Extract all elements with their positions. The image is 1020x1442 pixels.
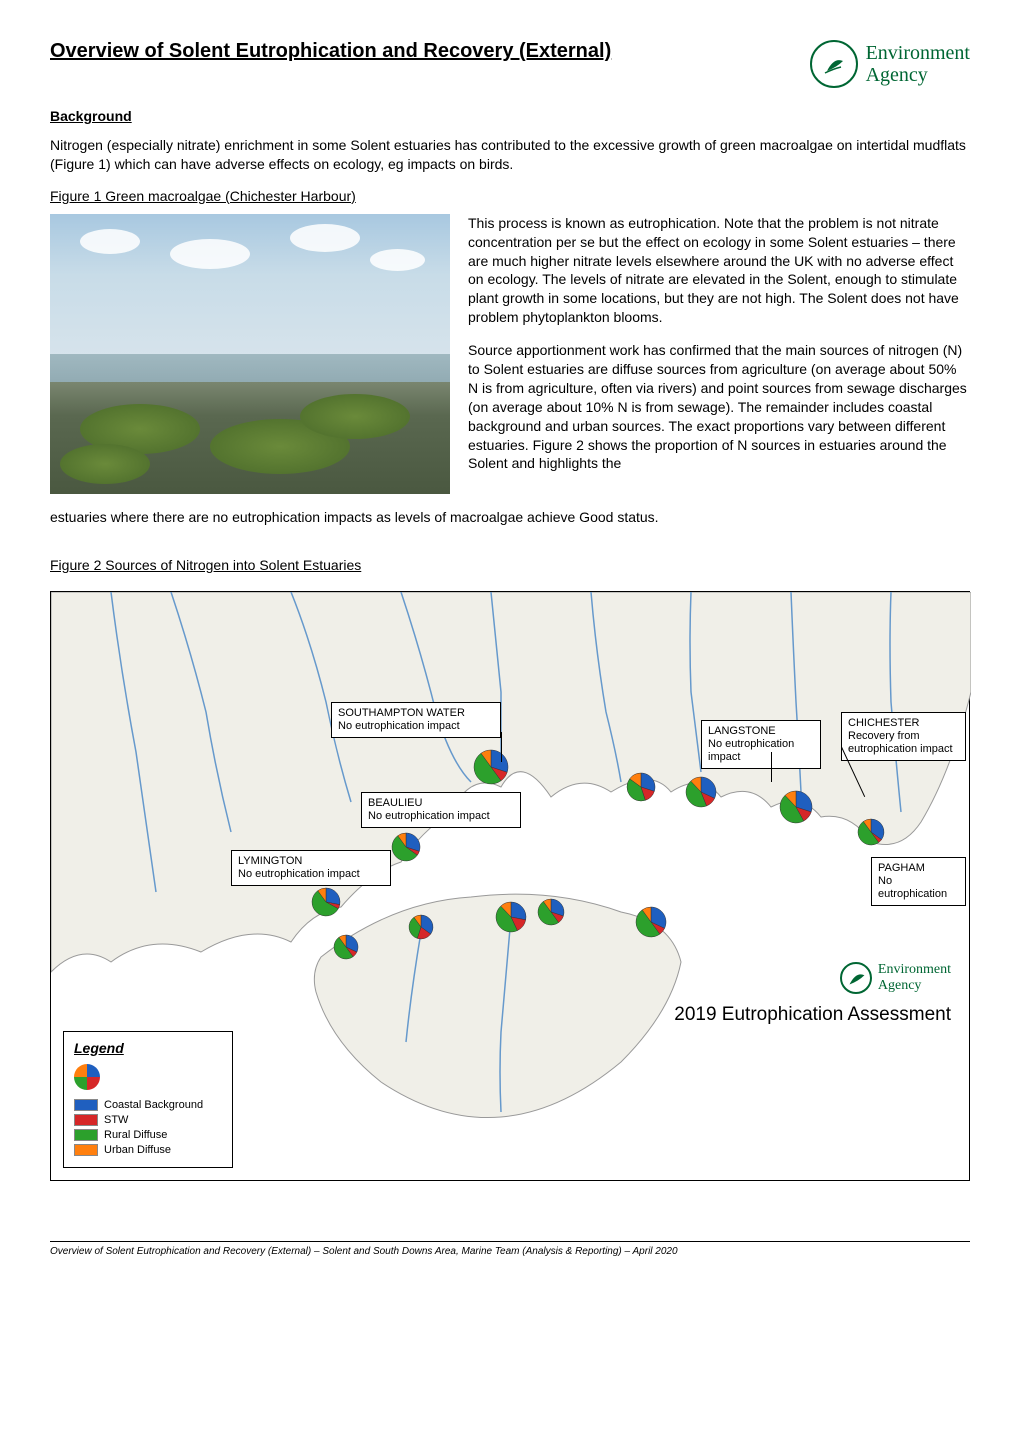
map-label: CHICHESTERRecovery from eutrophication i… bbox=[841, 712, 966, 762]
header-row: Overview of Solent Eutrophication and Re… bbox=[50, 40, 970, 88]
pie-wootton bbox=[537, 898, 565, 931]
legend-item: Coastal Background bbox=[74, 1099, 222, 1111]
background-heading: Background bbox=[50, 108, 970, 124]
legend-swatch bbox=[74, 1099, 98, 1111]
pie-southampton bbox=[473, 749, 509, 790]
legend-title: Legend bbox=[74, 1040, 222, 1056]
ea-logo-icon bbox=[810, 40, 858, 88]
figure1-continuation: estuaries where there are no eutrophicat… bbox=[50, 508, 970, 527]
legend-item: STW bbox=[74, 1114, 222, 1126]
legend-label: STW bbox=[104, 1114, 128, 1126]
ea-logo-line1: Environment bbox=[866, 42, 970, 64]
legend-swatch bbox=[74, 1114, 98, 1126]
pie-lymington bbox=[311, 887, 341, 922]
figure2-section: Figure 2 Sources of Nitrogen into Solent… bbox=[50, 557, 970, 1181]
footer-text: Overview of Solent Eutrophication and Re… bbox=[50, 1246, 678, 1257]
leader-line bbox=[771, 752, 772, 782]
map-label: SOUTHAMPTON WATERNo eutrophication impac… bbox=[331, 702, 501, 738]
figure1-para2: Source apportionment work has confirmed … bbox=[468, 341, 970, 473]
legend-items: Coastal Background STW Rural Diffuse Urban … bbox=[74, 1099, 222, 1156]
figure2-map-container: SOUTHAMPTON WATERNo eutrophication impac… bbox=[50, 591, 970, 1181]
figure2-caption: Figure 2 Sources of Nitrogen into Solent… bbox=[50, 557, 970, 573]
legend-pie-icon bbox=[74, 1064, 100, 1090]
map-label: LYMINGTONNo eutrophication impact bbox=[231, 850, 391, 886]
ea-logo-small-text: Environment Agency bbox=[878, 962, 951, 993]
legend-label: Rural Diffuse bbox=[104, 1129, 167, 1141]
background-intro: Nitrogen (especially nitrate) enrichment… bbox=[50, 136, 970, 174]
figure1-text-column: This process is known as eutrophication.… bbox=[468, 214, 970, 494]
legend-swatch bbox=[74, 1129, 98, 1141]
figure1-image bbox=[50, 214, 450, 494]
environment-agency-logo: Environment Agency bbox=[810, 40, 970, 88]
pie-bembridge bbox=[635, 906, 667, 943]
ea-logo-text: Environment Agency bbox=[866, 42, 970, 86]
legend-item: Urban Diffuse bbox=[74, 1144, 222, 1156]
pie-chichester bbox=[779, 790, 813, 829]
pie-beaulieu bbox=[391, 832, 421, 867]
legend-label: Coastal Background bbox=[104, 1099, 203, 1111]
footer: Overview of Solent Eutrophication and Re… bbox=[50, 1241, 970, 1257]
ea-logo-small-icon bbox=[840, 962, 872, 994]
legend-swatch bbox=[74, 1144, 98, 1156]
map-label: BEAULIEUNo eutrophication impact bbox=[361, 792, 521, 828]
page-title: Overview of Solent Eutrophication and Re… bbox=[50, 40, 611, 63]
map-label: LANGSTONENo eutrophication impact bbox=[701, 720, 821, 770]
ea-logo-line2: Agency bbox=[866, 64, 970, 86]
map-label: PAGHAMNo eutrophication bbox=[871, 857, 966, 907]
pie-pagham bbox=[857, 818, 885, 851]
pie-portsmouth1 bbox=[626, 772, 656, 807]
ea-logo-small: Environment Agency bbox=[840, 962, 951, 994]
legend-box: Legend Coastal Background STW Rural Diffus… bbox=[63, 1031, 233, 1168]
leader-line bbox=[501, 732, 502, 762]
figure1-container: This process is known as eutrophication.… bbox=[50, 214, 970, 494]
legend-item: Rural Diffuse bbox=[74, 1129, 222, 1141]
assessment-title: 2019 Eutrophication Assessment bbox=[674, 1004, 951, 1026]
legend-label: Urban Diffuse bbox=[104, 1144, 171, 1156]
figure1-caption: Figure 1 Green macroalgae (Chichester Ha… bbox=[50, 188, 970, 204]
pie-medina bbox=[495, 901, 527, 938]
pie-newtown bbox=[408, 914, 434, 945]
figure1-para1: This process is known as eutrophication.… bbox=[468, 214, 970, 327]
pie-yar bbox=[333, 934, 359, 965]
pie-langstone bbox=[685, 776, 717, 813]
